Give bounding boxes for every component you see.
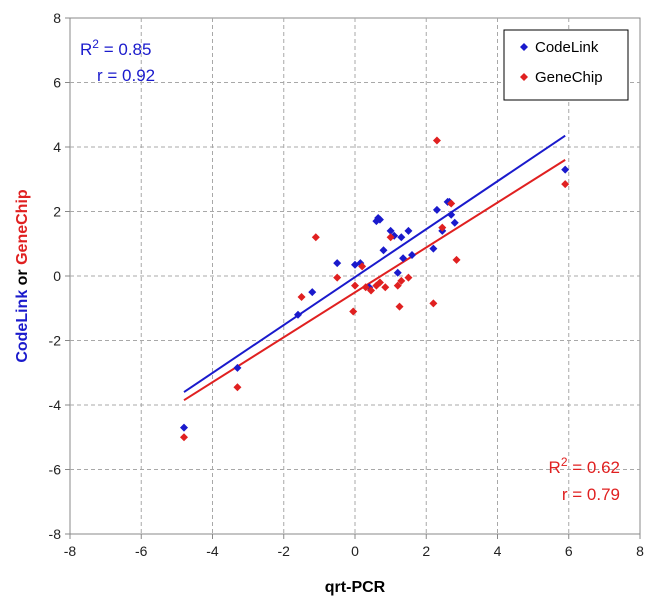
genechip-point [351, 281, 359, 290]
codelink-point [233, 363, 242, 372]
genechip-point [432, 136, 441, 145]
y-tick-label: 6 [53, 75, 61, 91]
x-tick-label: 8 [636, 543, 644, 559]
genechip-point [333, 273, 342, 282]
x-tick-label: 4 [494, 543, 502, 559]
x-tick-label: 2 [422, 543, 430, 559]
codelink-point [397, 233, 406, 242]
legend-codelink-label: CodeLink [535, 39, 599, 56]
genechip-point [349, 307, 358, 316]
y-tick-label: 8 [53, 10, 61, 26]
codelink-point [308, 288, 317, 297]
codelink-fit-line [183, 134, 566, 393]
genechip-point [447, 199, 456, 208]
genechip-point [429, 299, 438, 308]
codelink-point [432, 205, 441, 214]
y-tick-label: 2 [53, 204, 61, 220]
codelink-point [408, 251, 416, 260]
genechip-point [180, 433, 188, 442]
genechip-point [452, 255, 461, 264]
codelink-stats: R2 = 0.85 r = 0.92 [80, 37, 155, 85]
y-tick-label: -4 [49, 397, 62, 413]
legend-genechip-label: GeneChip [535, 69, 603, 86]
genechip-point [367, 286, 376, 295]
gridlines [70, 18, 640, 534]
codelink-point [379, 246, 388, 255]
genechip-stats: R2 = 0.62 r = 0.79 [549, 455, 620, 504]
data-points [180, 136, 570, 442]
x-axis-title: qrt-PCR [325, 579, 386, 596]
x-tick-label: -2 [278, 543, 291, 559]
legend: CodeLink GeneChip [503, 29, 629, 101]
codelink-point [404, 226, 413, 235]
genechip-r-stat: r = 0.79 [562, 485, 620, 504]
genechip-point [361, 283, 370, 292]
x-tick-label: -8 [64, 543, 77, 559]
codelink-point [399, 254, 408, 263]
codelink-point [450, 218, 459, 227]
genechip-point [397, 276, 406, 285]
y-tick-label: 0 [53, 268, 61, 284]
legend-genechip-marker [520, 73, 528, 81]
y-tick-labels: -8 -6 -4 -2 0 2 4 6 8 [49, 10, 70, 542]
y-axis-title: CodeLink or GeneChip [14, 189, 31, 363]
codelink-point [386, 226, 395, 235]
genechip-point [438, 223, 447, 232]
genechip-point [561, 180, 570, 189]
genechip-point [395, 302, 404, 311]
codelink-point [447, 210, 456, 219]
codelink-point [333, 259, 342, 268]
x-tick-label: -4 [206, 543, 219, 559]
codelink-point [429, 244, 438, 253]
genechip-point [358, 262, 367, 271]
x-tick-label: 6 [565, 543, 573, 559]
genechip-point [297, 292, 306, 301]
genechip-point [381, 283, 390, 292]
x-tick-label: -6 [135, 543, 148, 559]
codelink-point [561, 165, 570, 174]
genechip-point [233, 383, 242, 392]
regression-lines [183, 134, 566, 402]
legend-codelink-marker [520, 43, 528, 51]
x-tick-labels: -8 -6 -4 -2 0 2 4 6 8 [64, 534, 644, 559]
y-tick-label: -2 [49, 333, 62, 349]
genechip-point [404, 273, 413, 282]
codelink-r2-stat: R2 = 0.85 [80, 37, 151, 59]
codelink-point [294, 310, 302, 319]
genechip-r2-stat: R2 = 0.62 [549, 455, 620, 477]
genechip-point [375, 278, 384, 287]
y-tick-label: -6 [49, 462, 62, 478]
genechip-point [311, 233, 320, 242]
genechip-fit-line [183, 159, 566, 402]
codelink-point [180, 423, 188, 432]
genechip-point [386, 233, 395, 242]
y-tick-label: 4 [53, 139, 61, 155]
y-tick-label: -8 [49, 526, 62, 542]
legend-box [503, 29, 629, 101]
codelink-r-stat: r = 0.92 [97, 66, 155, 85]
x-tick-label: 0 [351, 543, 359, 559]
codelink-point [375, 215, 384, 224]
codelink-point [393, 268, 402, 277]
genechip-point [393, 281, 402, 290]
